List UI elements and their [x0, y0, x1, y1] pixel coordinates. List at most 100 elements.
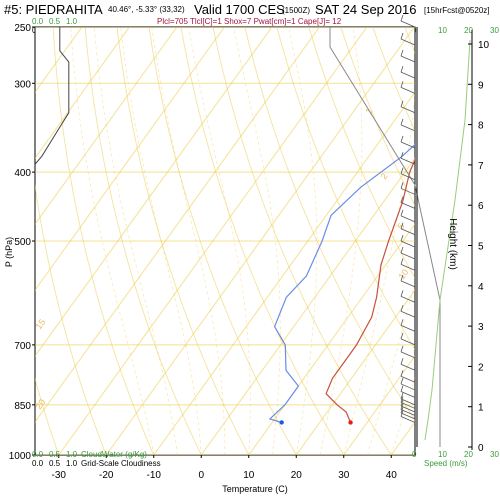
top-cloudwater-tick: 0.0 — [32, 17, 44, 26]
cloudwater-label: CloudWater (g/Kg) — [81, 450, 147, 459]
wind-barb — [400, 71, 416, 79]
top-cloudwater-tick: 1.0 — [66, 17, 78, 26]
mixing-ratio-label: 10 — [396, 267, 410, 281]
wind-barb-flag — [400, 32, 404, 40]
height-tick-label: 1 — [478, 403, 484, 414]
isotherm — [35, 27, 273, 357]
height-tick-label: 7 — [478, 161, 484, 172]
valid-date: SAT 24 Sep 2016 — [315, 2, 416, 17]
height-tick-label: 8 — [478, 121, 484, 132]
wind-barb — [400, 38, 416, 46]
dry-adiabat — [35, 183, 107, 455]
pressure-axis: 250 300 400 500 700 850 1000 — [9, 23, 35, 462]
wind-barb-flag — [400, 209, 404, 217]
dry-adiabat — [340, 27, 415, 207]
pressure-tick-label: 400 — [14, 168, 31, 179]
bottom-cloudwater-tick: 0.0 — [32, 450, 44, 459]
dry-adiabat — [52, 27, 155, 455]
wind-barb — [400, 402, 416, 409]
dry-adiabat — [308, 27, 415, 280]
wind-barb — [400, 55, 416, 63]
wind-barb-flag — [400, 410, 404, 417]
moist-adiabat — [343, 90, 415, 455]
surface-temperature-marker — [348, 420, 353, 425]
wind-barb — [400, 363, 416, 371]
moist-adiabat — [288, 27, 318, 455]
dry-adiabat — [116, 27, 250, 455]
isotherm — [248, 223, 415, 455]
isotherm — [35, 27, 130, 159]
wind-barb — [400, 383, 416, 391]
wind-barb — [400, 106, 416, 114]
wind-barb-flag — [400, 399, 404, 407]
surface-markers — [279, 420, 353, 425]
top-cloudwater-tick: 0.5 — [49, 17, 61, 26]
top-speed-tick: 20 — [464, 26, 473, 35]
wind-barb — [400, 375, 416, 383]
wind-barb-flag — [400, 370, 404, 377]
sounding-series — [268, 143, 415, 424]
pressure-tick-label: 700 — [14, 341, 31, 352]
wind-barb-flag — [400, 14, 404, 22]
wind-barb — [400, 202, 416, 209]
isotherm — [200, 157, 415, 455]
wind-barb-flag — [400, 81, 404, 88]
speed-green-line — [424, 39, 471, 441]
speed-label: Speed (m/s) — [424, 459, 468, 468]
wind-barb — [400, 391, 416, 398]
wind-barb-flag — [400, 246, 404, 254]
isotherm — [35, 27, 178, 225]
wind-barb — [400, 87, 416, 94]
station-coords: 40.46°, -5.33° (33,32) — [108, 5, 185, 14]
wind-barb-flag — [400, 358, 404, 365]
bottom-speed-tick: 20 — [464, 450, 473, 459]
isotherm — [58, 27, 368, 455]
wind-barb-flag — [400, 152, 404, 159]
temperature-tick-label: -30 — [52, 470, 67, 481]
wind-barb — [400, 416, 416, 423]
dry-adiabat — [276, 27, 415, 351]
dewpoint-line — [268, 143, 415, 424]
pressure-tick-label: 500 — [14, 237, 31, 248]
wind-barb — [400, 409, 416, 416]
wind-barb-flag — [400, 258, 404, 265]
bottom-cloudiness-tick: 0.0 — [32, 459, 44, 468]
wind-barb — [400, 124, 416, 132]
bottom-speed-tick: 0 — [412, 450, 417, 459]
dry-adiabat — [35, 377, 60, 455]
height-tick-label: 4 — [478, 282, 484, 293]
cloudiness-profile — [35, 27, 70, 165]
wind-barb-flag — [400, 65, 404, 73]
wind-barb-flag — [400, 392, 404, 399]
station-name: #5: PIEDRAHITA — [4, 2, 103, 17]
wind-barb-flag — [400, 234, 404, 242]
wind-panel — [329, 14, 471, 447]
wind-barb-flag — [400, 135, 404, 143]
temperature-tick-label: 30 — [338, 470, 350, 481]
height-axis-label: Height (km) — [447, 218, 458, 270]
wind-barb-flag — [400, 377, 404, 385]
bottom-legend: CloudWater (g/Kg) Grid-Scale Cloudiness … — [32, 450, 499, 468]
wind-barb — [400, 264, 416, 271]
wind-barb — [400, 252, 416, 260]
surface-dewpoint-marker — [279, 420, 284, 425]
wind-barb-flag — [400, 274, 404, 281]
x-axis-label: Temperature (C) — [222, 484, 288, 494]
dry-adiabat — [84, 27, 202, 455]
sounding-params: Plcl=705 Tlcl[C]=1 Shox=7 Pwat[cm]=1 Cap… — [157, 17, 342, 26]
isotherm — [343, 355, 415, 455]
speed-profile-line — [329, 27, 441, 447]
height-tick-label: 10 — [478, 40, 490, 51]
wind-barb-flag — [400, 182, 404, 189]
isotherm — [35, 27, 225, 291]
moist-adiabat — [319, 27, 363, 455]
y-axis-label: P (hPa) — [4, 237, 14, 267]
top-speed-tick: 30 — [490, 26, 499, 35]
wind-barb-flag — [400, 345, 404, 352]
height-tick-label: 3 — [478, 322, 484, 333]
isotherm — [35, 27, 320, 423]
moist-adiabat — [120, 27, 202, 455]
dry-adiabat — [212, 27, 392, 455]
top-speed-tick: 10 — [438, 26, 447, 35]
wind-barb — [400, 398, 416, 406]
